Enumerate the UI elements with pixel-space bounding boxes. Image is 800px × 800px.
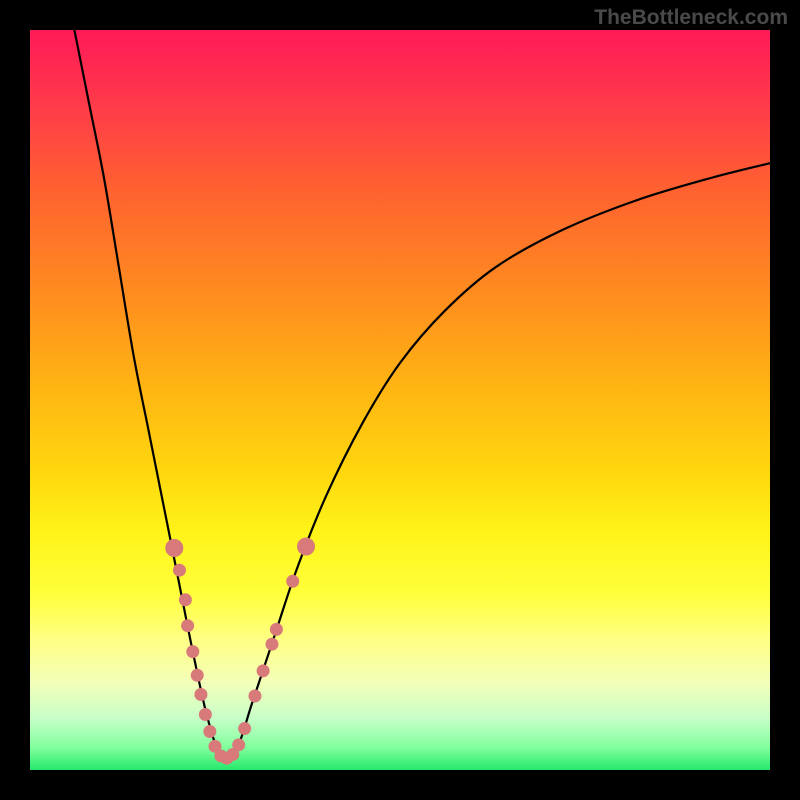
marker-point — [203, 725, 216, 738]
marker-point — [286, 575, 299, 588]
marker-point — [238, 722, 251, 735]
marker-point — [191, 669, 204, 682]
marker-point — [194, 688, 207, 701]
marker-point — [248, 690, 261, 703]
marker-point — [181, 619, 194, 632]
bottleneck-chart — [0, 0, 800, 800]
marker-point — [199, 708, 212, 721]
marker-point — [186, 645, 199, 658]
marker-point — [265, 638, 278, 651]
watermark-text: TheBottleneck.com — [594, 6, 788, 30]
marker-point — [179, 593, 192, 606]
marker-point — [173, 564, 186, 577]
marker-point — [257, 664, 270, 677]
marker-point — [270, 623, 283, 636]
chart-container: TheBottleneck.com — [0, 0, 800, 800]
marker-point — [232, 738, 245, 751]
marker-point — [165, 539, 183, 557]
marker-point — [297, 538, 315, 556]
chart-plot-area — [30, 30, 770, 770]
